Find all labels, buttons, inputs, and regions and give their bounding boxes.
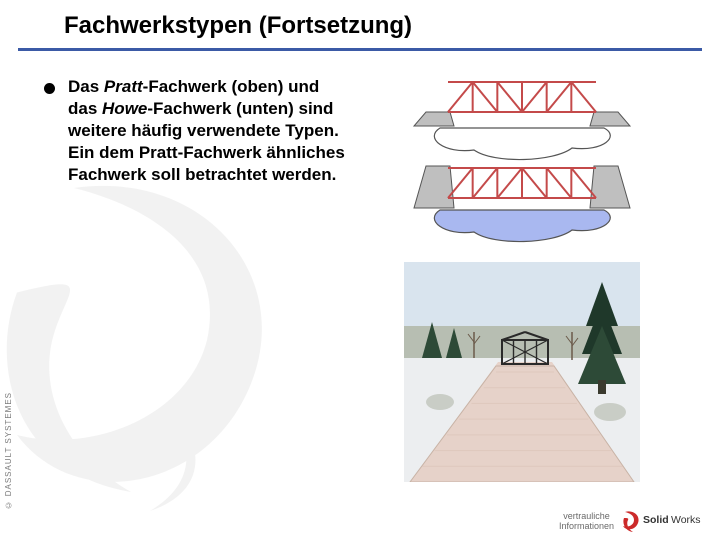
bullet-icon <box>44 83 55 94</box>
footer-line1: vertrauliche <box>563 511 610 521</box>
footer-confidential: vertrauliche Informationen <box>559 512 614 532</box>
text-em-howe: Howe <box>102 99 147 118</box>
title-underline <box>18 48 702 51</box>
copyright-text: © DASSAULT SYSTEMES <box>4 392 13 510</box>
svg-text:Works: Works <box>671 514 701 526</box>
bridge-photo <box>404 262 640 482</box>
svg-text:Solid: Solid <box>643 514 669 526</box>
page-title: Fachwerkstypen (Fortsetzung) <box>64 12 412 40</box>
truss-diagrams <box>404 72 640 248</box>
text-seg: Das <box>68 77 104 96</box>
watermark-3ds <box>0 150 340 530</box>
text-em-pratt: Pratt <box>104 77 143 96</box>
solidworks-logo: Solid Works <box>622 508 712 534</box>
footer-line2: Informationen <box>559 521 614 531</box>
body-paragraph: Das Pratt-Fachwerk (oben) und das Howe-F… <box>68 76 348 186</box>
